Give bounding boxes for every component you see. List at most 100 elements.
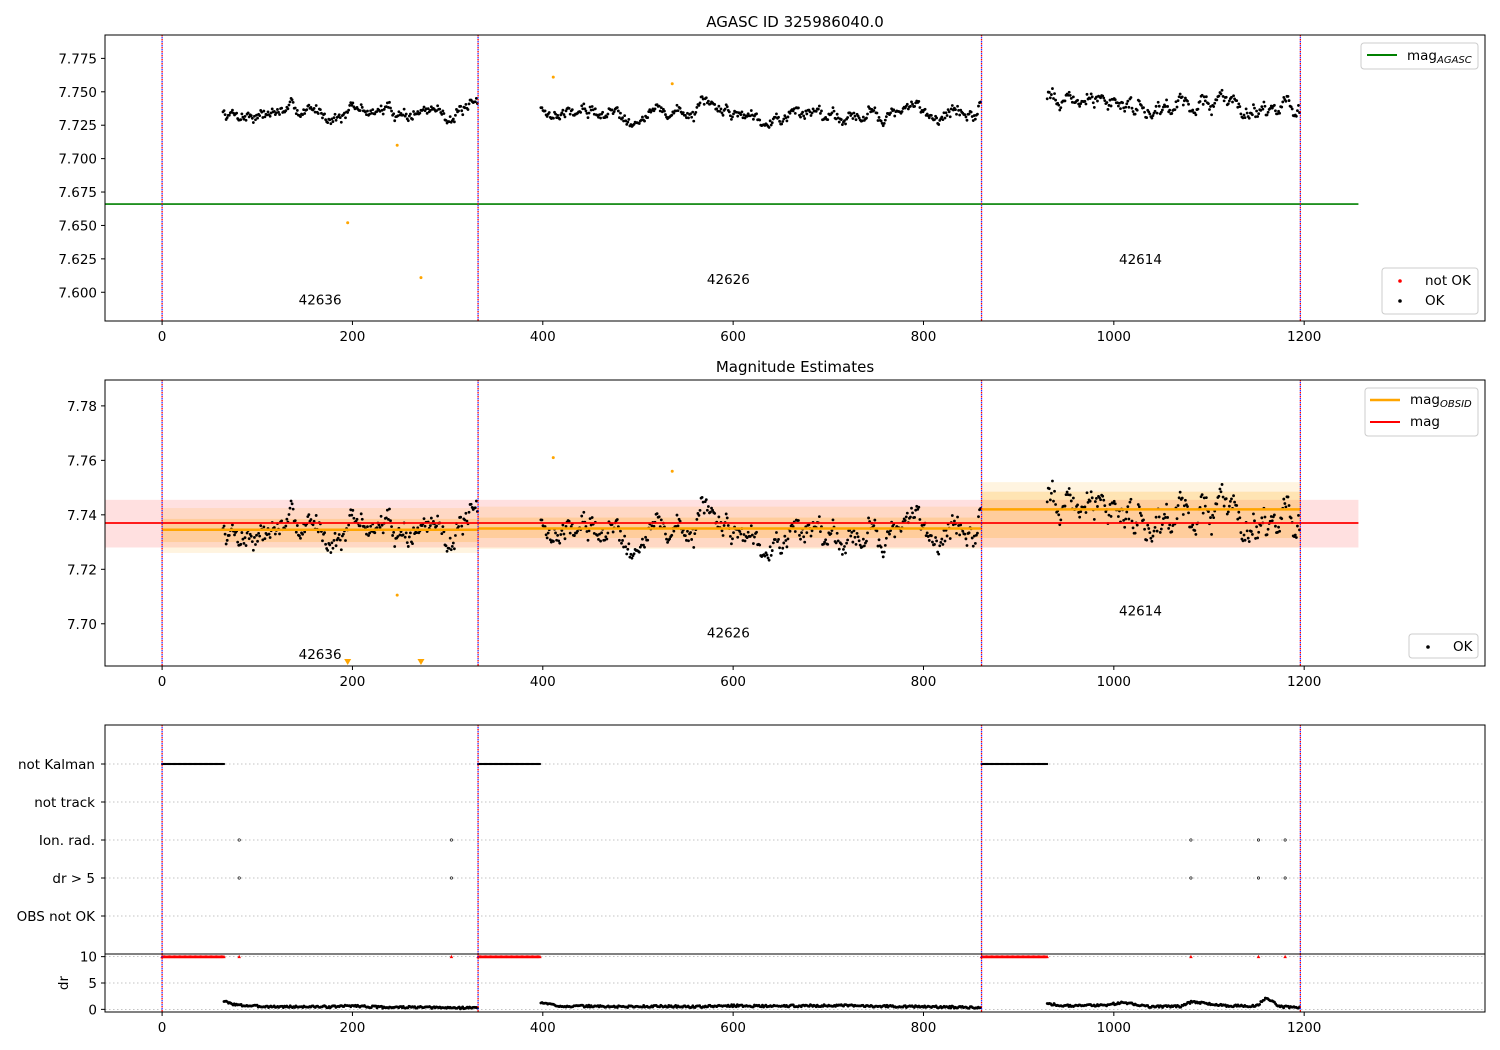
ok-point (738, 530, 742, 533)
ok-point (1170, 112, 1174, 115)
flag-row-label: OBS not OK (17, 909, 97, 925)
not-ok-point (670, 82, 674, 86)
ok-point (850, 530, 854, 534)
ok-point (810, 529, 814, 533)
ok-point (697, 513, 701, 517)
ok-point (1071, 496, 1075, 500)
ok-point (832, 109, 836, 113)
ok-point (1186, 99, 1189, 103)
ok-point (1256, 536, 1260, 540)
flag-point (1046, 762, 1049, 766)
ok-point (781, 120, 785, 123)
ok-point (1162, 105, 1165, 109)
ok-point (350, 513, 354, 517)
ok-point (786, 115, 790, 119)
ok-point (1274, 109, 1277, 113)
ok-point (444, 544, 448, 548)
ok-point (911, 102, 914, 106)
ok-point (442, 112, 446, 115)
ok-point (1104, 510, 1108, 514)
ok-point (457, 525, 460, 528)
ok-point (1076, 98, 1079, 102)
ok-point (1124, 105, 1128, 109)
ok-point (1235, 504, 1239, 507)
y-tick-label: 7.76 (67, 453, 97, 469)
ok-point (861, 537, 865, 541)
ok-point (1283, 502, 1287, 505)
ok-point (937, 123, 941, 126)
ok-point (1085, 491, 1089, 495)
ok-point (637, 550, 641, 554)
ok-point (1259, 524, 1263, 527)
ok-point (1057, 103, 1061, 107)
y-tick-label: 7.775 (58, 51, 97, 67)
ok-point (280, 519, 284, 523)
ok-point (839, 118, 843, 121)
ok-point (860, 119, 864, 123)
ok-point (301, 113, 304, 117)
ok-point (313, 110, 317, 114)
magnitude-legend-top: magOBSID mag (1364, 387, 1479, 437)
ok-point (1089, 490, 1093, 494)
ok-point (916, 507, 920, 511)
ok-point (970, 536, 974, 540)
ok-point (305, 108, 309, 112)
ok-point (862, 544, 866, 548)
ok-point (380, 108, 384, 112)
ok-point (250, 116, 254, 120)
ok-point (368, 112, 371, 116)
ok-point (1116, 515, 1120, 518)
ok-point (1243, 116, 1247, 120)
ok-point (590, 516, 594, 519)
ok-point (909, 515, 912, 519)
x-tick-label: 200 (340, 329, 366, 345)
ok-point (1138, 511, 1142, 515)
ok-point (780, 122, 784, 126)
ok-point (244, 118, 248, 122)
ok-point (597, 538, 600, 541)
ok-point (837, 120, 841, 124)
ok-point (1170, 530, 1174, 534)
ok-point (1088, 97, 1092, 100)
ok-point (778, 546, 781, 550)
ok-point (803, 540, 807, 544)
ok-point (835, 112, 839, 116)
ok-point (639, 543, 643, 547)
ok-point (239, 542, 243, 546)
ok-point (388, 100, 391, 104)
ok-point (1168, 523, 1172, 527)
ok-point (451, 541, 455, 545)
ok-point (852, 111, 856, 115)
ok-point (293, 519, 297, 523)
x-tick-label: 1200 (1287, 1020, 1321, 1036)
ok-point (1250, 533, 1254, 536)
ok-point (1212, 105, 1216, 108)
legend-label-mag-obsid: magOBSID (1410, 392, 1472, 410)
ok-point (1200, 93, 1204, 97)
ok-point (826, 542, 830, 546)
ok-point (623, 534, 627, 538)
ok-point (1226, 102, 1230, 106)
ok-point (820, 109, 823, 113)
legend-label-mag: mag (1410, 414, 1440, 430)
ok-point (1265, 533, 1269, 537)
ok-point (1155, 111, 1159, 115)
ok-point (455, 108, 458, 111)
ok-point (892, 108, 896, 112)
ok-point (687, 539, 690, 543)
ok-point (972, 114, 976, 117)
ok-point (1253, 519, 1256, 523)
legend-label-not-ok: not OK (1425, 273, 1472, 289)
ok-point (249, 114, 253, 118)
ok-point (1058, 108, 1062, 112)
ok-point (780, 551, 784, 555)
ok-point (904, 515, 908, 519)
ok-point (626, 120, 630, 124)
ok-point (589, 108, 593, 112)
ok-point (1213, 101, 1217, 105)
ok-point (670, 533, 674, 537)
legend-frame (1408, 633, 1479, 659)
ok-point (1269, 515, 1273, 518)
ok-point (646, 538, 650, 542)
